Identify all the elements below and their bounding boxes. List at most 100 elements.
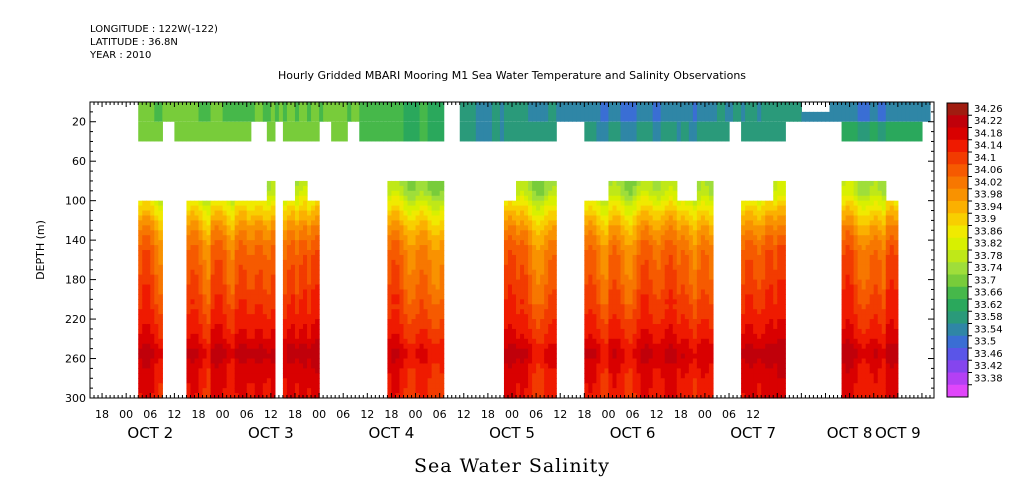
heatmap-cell (162, 102, 167, 122)
heatmap-cell (210, 269, 216, 276)
heatmap-cell (696, 225, 702, 231)
heatmap-cell (769, 378, 774, 384)
heatmap-cell (688, 299, 694, 305)
heatmap-cell (190, 314, 196, 320)
heatmap-cell (600, 319, 606, 325)
heatmap-cell (616, 225, 622, 231)
heatmap-cell (507, 200, 513, 207)
heatmap-cell (210, 254, 216, 261)
heatmap-cell (411, 195, 417, 202)
heatmap-cell (222, 230, 228, 236)
heatmap-cell (825, 111, 831, 122)
heatmap-cell (190, 215, 196, 221)
heatmap-cell (745, 259, 750, 266)
heatmap-cell (411, 240, 417, 246)
heatmap-cell (290, 378, 296, 384)
heatmap-cell (222, 274, 228, 281)
heatmap-cell (150, 225, 155, 231)
heatmap-cell (640, 250, 646, 256)
heatmap-cell (680, 309, 686, 315)
heatmap-cell (596, 200, 602, 207)
heatmap-cell (588, 220, 593, 226)
heatmap-cell (757, 373, 762, 379)
heatmap-cell (632, 338, 638, 345)
heatmap-cell (640, 289, 646, 295)
heatmap-cell (210, 250, 216, 256)
heatmap-cell (692, 348, 698, 355)
heatmap-cell (676, 205, 682, 212)
heatmap-cell (262, 254, 268, 261)
heatmap-cell (769, 210, 774, 217)
heatmap-cell (753, 220, 758, 226)
heatmap-cell (154, 230, 159, 236)
heatmap-cell (536, 333, 541, 340)
heatmap-cell (238, 333, 244, 340)
heatmap-cell (588, 235, 593, 241)
heatmap-cell (652, 353, 658, 360)
heatmap-cell (516, 215, 521, 221)
heatmap-cell (307, 254, 312, 261)
heatmap-cell (741, 383, 746, 389)
heatmap-cell (282, 343, 288, 350)
heatmap-cell (146, 378, 151, 384)
heatmap-cell (154, 245, 159, 251)
heatmap-cell (186, 373, 192, 379)
heatmap-cell (286, 373, 292, 379)
heatmap-cell (604, 343, 610, 350)
heatmap-cell (632, 102, 638, 122)
heatmap-cell (765, 210, 770, 217)
heatmap-cell (226, 205, 232, 212)
heatmap-cell (218, 388, 224, 394)
heatmap-cell (507, 309, 513, 315)
heatmap-cell (194, 363, 200, 369)
heatmap-cell (781, 269, 786, 276)
heatmap-cell (704, 368, 710, 374)
heatmap-cell (194, 383, 200, 389)
heatmap-cell (520, 353, 525, 360)
heatmap-cell (608, 220, 614, 226)
heatmap-cell (210, 328, 216, 335)
heatmap-cell (427, 279, 433, 286)
heatmap-cell (536, 289, 541, 295)
heatmap-cell (399, 240, 405, 246)
heatmap-cell (648, 358, 654, 365)
heatmap-cell (664, 215, 670, 221)
heatmap-cell (311, 279, 316, 286)
heatmap-cell (439, 348, 445, 355)
heatmap-cell (250, 284, 256, 291)
heatmap-cell (307, 284, 312, 291)
heatmap-cell (503, 319, 509, 325)
heatmap-cell (459, 121, 465, 142)
heatmap-cell (660, 240, 666, 246)
heatmap-cell (387, 259, 393, 266)
heatmap-cell (773, 274, 778, 281)
heatmap-cell (270, 368, 276, 374)
heatmap-cell (226, 343, 232, 350)
heatmap-cell (270, 393, 276, 399)
heatmap-cell (234, 274, 240, 281)
heatmap-cell (588, 200, 593, 207)
heatmap-cell (588, 215, 593, 221)
heatmap-cell (668, 358, 674, 365)
heatmap-cell (604, 230, 610, 236)
heatmap-cell (753, 264, 758, 271)
heatmap-cell (624, 205, 630, 212)
heatmap-cell (250, 259, 256, 266)
heatmap-cell (439, 284, 445, 291)
heatmap-cell (841, 190, 847, 197)
heatmap-cell (246, 264, 252, 271)
heatmap-cell (198, 225, 204, 231)
heatmap-cell (218, 358, 224, 365)
heatmap-cell (616, 309, 622, 315)
heatmap-cell (311, 264, 316, 271)
heatmap-cell (419, 383, 425, 389)
heatmap-cell (395, 348, 401, 355)
heatmap-cell (773, 121, 778, 142)
heatmap-cell (262, 264, 268, 271)
heatmap-cell (395, 328, 401, 335)
heatmap-cell (186, 314, 192, 320)
heatmap-cell (656, 220, 662, 226)
heatmap-cell (194, 333, 200, 340)
heatmap-cell (142, 240, 147, 246)
heatmap-cell (592, 279, 597, 286)
